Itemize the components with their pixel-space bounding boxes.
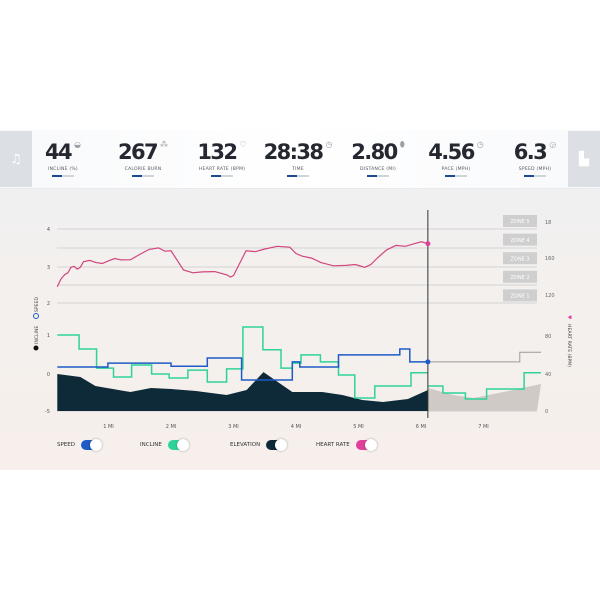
heart-rate-axis-label: HEART RATE (BPM) [566,324,572,367]
toggle-label: HEART RATE [316,442,350,448]
speed-icon: ◶ [549,140,557,149]
toggle-label: SPEED [57,442,75,448]
stat-label: CALORIE BURN [124,167,162,172]
music-note-icon: ♫ [10,151,22,167]
stat-distance-mi: 2.80 ⬮ DISTANCE (MI) [338,140,418,177]
left-axis-tick: 0 [47,372,50,378]
toggle-label: INCLINE [140,442,162,448]
toggle-label: ELEVATION [230,442,261,448]
left-axis-tick: 2 [47,301,50,307]
left-axis-tick: 1 [47,333,50,339]
heart-icon: ♡ [239,140,247,149]
speed-projected-line [427,351,541,363]
heart-icon: ♥ [566,315,572,320]
heart-rate-marker [425,241,431,247]
heart-rate-line [56,241,429,287]
stat-heart-rate-bpm: 132 ♡ HEART RATE (BPM) [182,140,262,177]
x-axis-tick: 4 MI [291,424,302,430]
stat-calorie-burn: 267 ⁂ CALORIE BURN [103,140,183,177]
bars-icon: ▙ [579,151,589,167]
stat-progress-bar [287,175,309,177]
toggle-elevation[interactable]: ELEVATION [230,439,288,451]
stat-incline: 44 ◒ INCLINE (%) [23,140,103,177]
speed-marker [425,359,431,365]
toggle-speed[interactable]: SPEED [57,439,102,451]
zone-label: ZONE 3 [510,256,529,262]
zone-badge [503,289,537,302]
left-axis-tick: 3 [47,265,50,271]
stat-value: 44 [44,140,73,164]
stat-value: 2.80 [351,140,398,164]
zone-label: ZONE 5 [510,219,529,225]
stat-label: INCLINE (%) [48,167,78,172]
stat-speed-mph: 6.3 ◶ SPEED (MPH) [495,140,575,177]
stat-progress-bar [445,175,467,177]
x-axis-tick: 2 MI [166,424,177,430]
stat-value: 267 [117,140,159,164]
right-axis-tick: 160 [545,256,555,262]
speed-legend-icon [33,313,39,319]
zone-badge [503,215,537,227]
pace-icon: ◷ [476,140,484,149]
zone-label: ZONE 4 [510,238,529,244]
stat-pace-mph: 4.56 ◷ PACE (MPH) [416,140,496,177]
toggle-switch[interactable] [266,439,288,451]
flame-icon: ⁂ [160,140,169,149]
right-axis-tick: 120 [545,293,555,299]
x-axis-tick: 1 MI [103,424,114,430]
incline-line [57,326,428,399]
left-axis-tick: -5 [45,409,50,415]
speed-axis-label: SPEED [34,297,40,312]
right-axis-tick: 40 [545,372,551,378]
stat-label: TIME [292,167,304,172]
stat-value: 4.56 [428,140,475,164]
stat-label: PACE (MPH) [441,167,471,172]
stat-value: 132 [197,140,238,164]
zone-badge [503,270,537,283]
clock-icon: ◷ [325,140,333,149]
toggle-switch[interactable] [167,439,189,451]
elevation-area [57,372,428,411]
stat-value: 6.3 [513,140,548,164]
stat-label: HEART RATE (BPM) [198,167,246,172]
right-axis-tick: 0 [545,409,548,415]
stat-value: 28:38 [263,140,324,164]
stat-label: DISTANCE (MI) [360,167,396,172]
right-axis-title: HEART RATE (BPM) ♥ [566,315,572,367]
incline-legend-icon [33,345,39,351]
x-axis-tick: 7 MI [478,424,489,430]
right-axis-tick: 18 [545,220,551,226]
stat-progress-bar [211,175,233,177]
incline-projected-line [427,372,541,400]
music-button[interactable]: ♫ [0,131,32,187]
left-axis-title: INCLINE SPEED [33,297,40,351]
toggle-incline[interactable]: INCLINE [140,439,189,451]
x-axis-tick: 6 MI [416,424,427,430]
incline-axis-label: INCLINE [34,326,40,344]
toggle-switch[interactable] [355,439,377,451]
x-axis-tick: 5 MI [353,424,364,430]
x-axis-tick: 3 MI [228,424,239,430]
speed-line [57,348,428,381]
zone-label: ZONE 1 [510,294,529,300]
toggle-heart-rate[interactable]: HEART RATE [316,439,377,451]
zone-label: ZONE 2 [510,275,529,281]
elevation-projected-area [427,384,541,411]
left-axis-tick: 4 [47,227,50,233]
toggle-switch[interactable] [81,439,102,451]
zone-badge [503,252,537,265]
stats-bar [0,130,600,189]
stat-progress-bar [367,175,389,177]
right-axis-tick: 80 [545,334,551,340]
incline-icon: ◒ [74,140,81,149]
stat-progress-bar [524,175,546,177]
chart-view-button[interactable]: ▙ [568,131,600,187]
stat-progress-bar [52,175,74,177]
zone-badge [503,233,537,246]
stat-label: SPEED (MPH) [518,167,552,172]
stat-time: 28:38 ◷ TIME [258,140,338,177]
distance-icon: ⬮ [399,140,405,149]
stat-progress-bar [132,175,154,177]
